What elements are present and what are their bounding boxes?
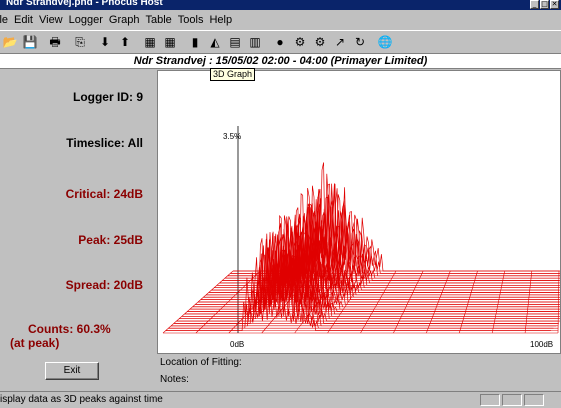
bar-graph-icon[interactable]: ▮ — [186, 33, 204, 51]
peak-slice — [187, 267, 560, 312]
globe-icon[interactable]: 🌐 — [376, 33, 394, 51]
counts-line1: Counts: 60.3% — [28, 322, 111, 336]
tooltip: 3D Graph — [210, 68, 256, 81]
peak-label: 3.5% — [223, 132, 241, 141]
counts-line2: (at peak) — [10, 336, 60, 350]
table-small-icon[interactable]: ▥ — [246, 33, 264, 51]
peak-slice — [171, 231, 557, 327]
window-title: Ndr Strandvej.pnd - Phocus Host — [6, 0, 163, 8]
x-min-label: 0dB — [230, 340, 244, 349]
copy-icon[interactable]: ⎘ — [71, 33, 89, 51]
settings-icon[interactable]: ⚙ — [291, 33, 309, 51]
critical-value: Critical: 24dB — [65, 187, 143, 201]
peak-slice — [227, 183, 560, 277]
timeslice: Timeslice: All — [66, 136, 143, 150]
menu-graph[interactable]: Graph — [108, 13, 140, 26]
open-icon[interactable]: 📂 — [1, 33, 19, 51]
minimize-button[interactable]: _ — [530, 0, 539, 9]
download-icon[interactable]: ⬇ — [96, 33, 114, 51]
spread-value: Spread: 20dB — [65, 278, 143, 292]
stats-panel: Logger ID: 9 Timeslice: All Critical: 24… — [0, 70, 157, 388]
status-pane — [480, 394, 500, 406]
exit-button[interactable]: Exit — [45, 362, 99, 380]
record-icon[interactable]: ● — [271, 33, 289, 51]
menu-bar: ile Edit View Logger Graph Table Tools H… — [0, 11, 561, 28]
upload-icon[interactable]: ⬆ — [116, 33, 134, 51]
refresh-icon[interactable]: ↻ — [351, 33, 369, 51]
close-button[interactable]: ✕ — [550, 0, 559, 9]
3d-graph-area: 3.5% 0dB 100dB — [157, 70, 561, 354]
x-max-label: 100dB — [530, 340, 553, 349]
maximize-button[interactable]: □ — [540, 0, 549, 9]
location-label: Location of Fitting: — [160, 357, 242, 368]
status-pane — [524, 394, 544, 406]
toolbar: 📂 💾 🖶 ⎘ ⬇ ⬆ ▦ ▦ ▮ ◭ ▤ ▥ ● ⚙ ⚙ ↗ ↻ 🌐 — [0, 30, 561, 54]
menu-edit[interactable]: Edit — [14, 13, 33, 26]
counts-value: Counts: 60.3% (at peak) — [10, 322, 111, 350]
status-bar: isplay data as 3D peaks against time — [0, 391, 561, 408]
notes-label: Notes: — [160, 374, 189, 385]
menu-logger[interactable]: Logger — [68, 13, 103, 26]
print-icon[interactable]: 🖶 — [46, 33, 64, 51]
chart-line-icon[interactable]: ↗ — [331, 33, 349, 51]
3d-graph-icon[interactable]: ◭ — [206, 33, 224, 51]
3d-peak-graph: 3.5% 0dB 100dB — [162, 126, 560, 349]
settings2-icon[interactable]: ⚙ — [311, 33, 329, 51]
title-bar: Ndr Strandvej.pnd - Phocus Host _ □ ✕ — [0, 0, 561, 10]
menu-file[interactable]: ile — [0, 13, 9, 26]
menu-help[interactable]: Help — [209, 13, 233, 26]
save-icon[interactable]: 💾 — [21, 33, 39, 51]
peak-slice — [189, 221, 560, 310]
menu-tools[interactable]: Tools — [177, 13, 204, 26]
status-message: isplay data as 3D peaks against time — [0, 394, 163, 405]
window-controls: _ □ ✕ — [530, 0, 559, 9]
peak-slice — [165, 250, 551, 331]
logger-id: Logger ID: 9 — [72, 90, 143, 104]
grid-icon[interactable]: ▦ — [141, 33, 159, 51]
menu-view[interactable]: View — [38, 13, 63, 26]
table-icon[interactable]: ▤ — [226, 33, 244, 51]
status-pane — [502, 394, 522, 406]
menu-table[interactable]: Table — [145, 13, 172, 26]
peak-value: Peak: 25dB — [78, 233, 143, 247]
peak-slice — [168, 290, 554, 329]
graph-subtitle: Ndr Strandvej : 15/05/02 02:00 - 04:00 (… — [0, 54, 561, 69]
grid-add-icon[interactable]: ▦ — [161, 33, 179, 51]
